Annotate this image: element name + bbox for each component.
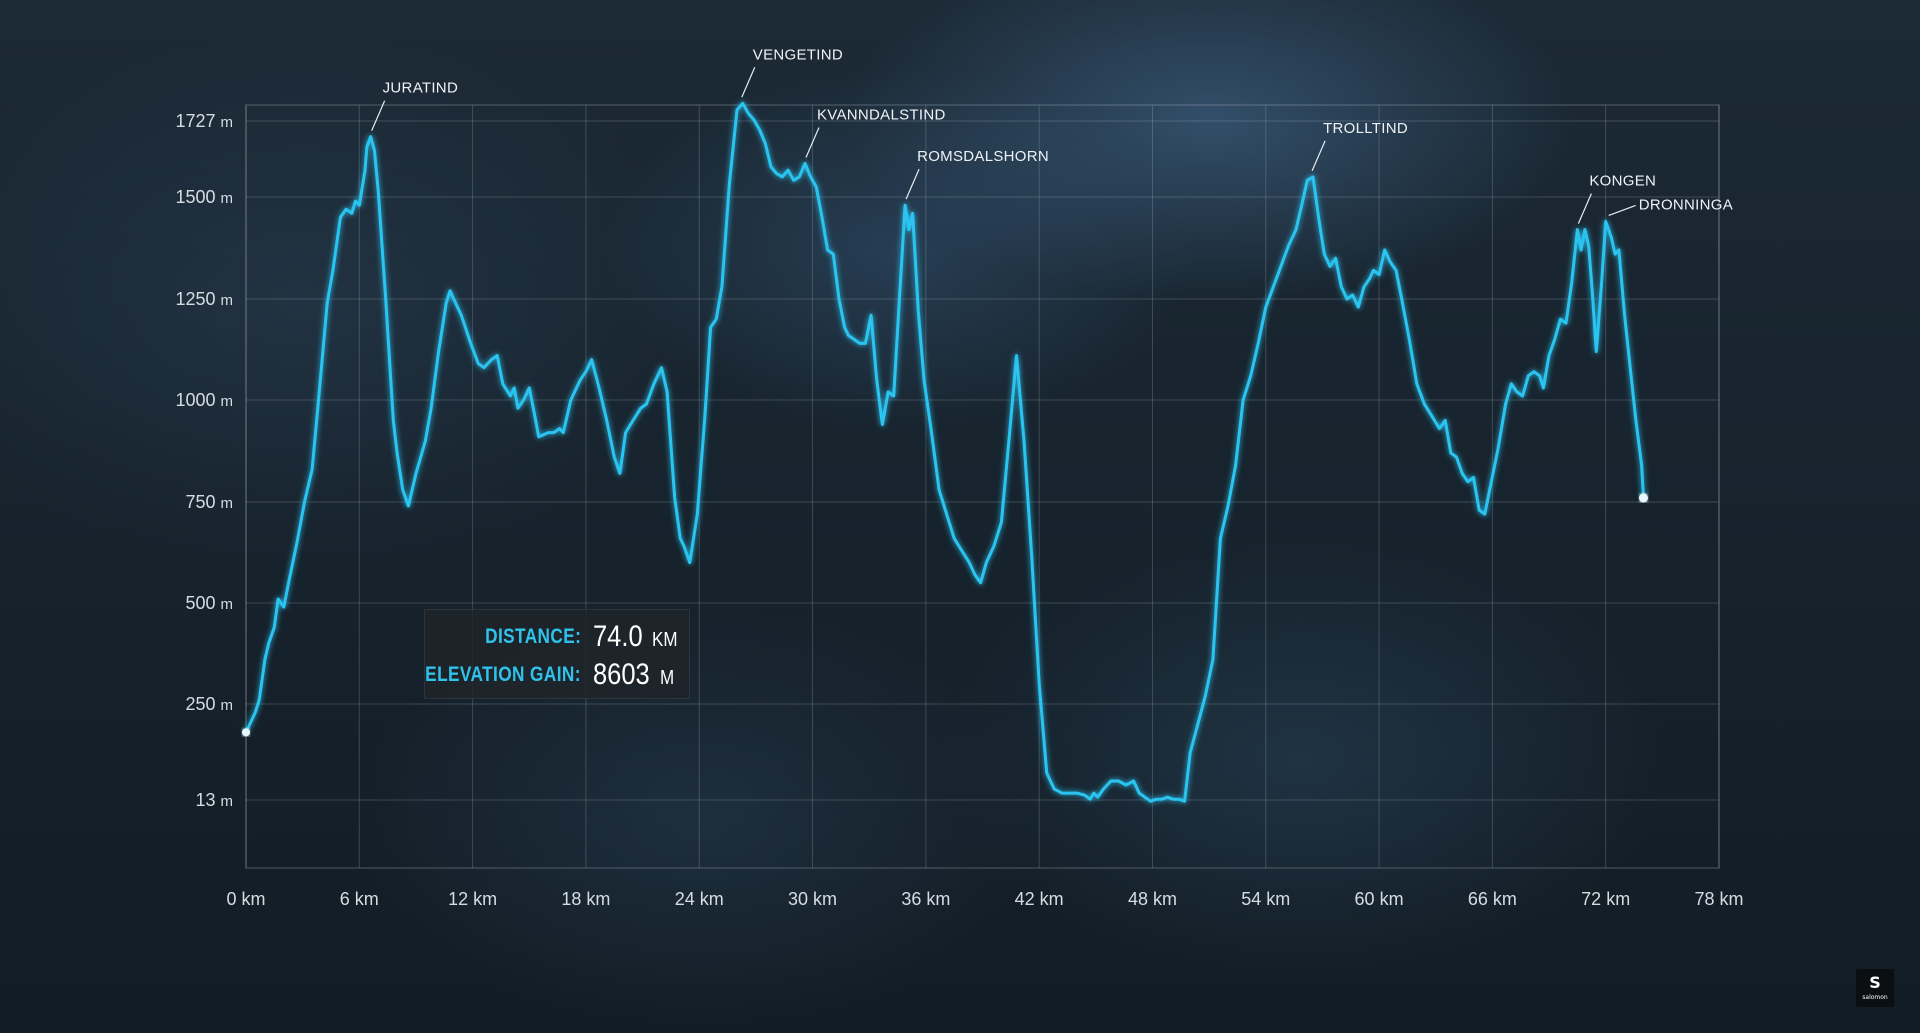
y-tick-label: 1500 m [175,187,233,207]
x-tick-label: 42 km [1015,889,1064,909]
x-tick-label: 48 km [1128,889,1177,909]
x-tick-label: 24 km [675,889,724,909]
peak-leader-line [1608,204,1636,217]
peak-label: KONGEN [1589,173,1656,190]
peak-leader-line [371,100,386,131]
x-tick-label: 30 km [788,889,837,909]
distance-value: 74.0 KM [593,620,682,654]
peak-leader-line [1311,140,1326,172]
peak-label: KVANNDALSTIND [817,107,946,124]
x-tick-label: 0 km [226,889,265,909]
peak-label: JURATIND [383,80,458,97]
elevation-gain-number: 8603 [593,658,650,691]
salomon-logo: S salomon [1856,969,1894,1007]
peak-leader-line [805,127,820,158]
start-point [242,728,250,737]
chart-grid [245,104,1720,869]
x-tick-label: 72 km [1581,889,1630,909]
stats-box: DISTANCE: 74.0 KM ELEVATION GAIN: 8603 M [424,609,690,699]
salomon-logo-word: salomon [1862,994,1888,1001]
elevation-gain-unit: M [660,667,675,689]
x-axis-ticks: 0 km 6 km 12 km 18 km 24 km 30 km 36 km 42 km 48… [226,889,1743,909]
y-axis-ticks: 1727 m 1500 m 1250 m 1000 m 750 m 500 m 250 m 1… [175,111,233,810]
x-tick-label: 60 km [1355,889,1404,909]
peak-label: TROLLTIND [1323,120,1408,137]
elevation-line-layer [242,101,1648,803]
peak-label: ROMSDALSHORN [917,148,1049,165]
peak-label: VENGETIND [753,46,843,63]
x-tick-label: 36 km [901,889,950,909]
y-tick-label: 1727 m [175,111,233,131]
y-tick-label: 1000 m [175,390,233,410]
y-tick-label: 500 m [185,593,233,613]
x-tick-label: 66 km [1468,889,1517,909]
distance-number: 74.0 [593,620,643,653]
peak-labels: JURATIND VENGETIND KVANNDALSTIND ROMSDALSHO… [371,46,1733,224]
elevation-gain-row: ELEVATION GAIN: 8603 M [425,656,689,692]
x-tick-label: 78 km [1694,889,1743,909]
x-tick-label: 12 km [448,889,497,909]
end-point [1638,493,1648,503]
elevation-gain-value: 8603 M [593,658,677,692]
y-tick-label: 250 m [185,694,233,714]
distance-row: DISTANCE: 74.0 KM [425,618,689,654]
peak-leader-line [741,67,756,98]
x-tick-label: 18 km [561,889,610,909]
peak-leader-line [905,168,920,200]
y-tick-label: 13 m [195,790,233,810]
distance-unit: KM [651,629,678,651]
peak-label: DRONNINGA [1639,196,1733,213]
distance-label: DISTANCE: [484,625,581,648]
x-tick-label: 54 km [1241,889,1290,909]
y-tick-label: 750 m [185,492,233,512]
elevation-gain-label: ELEVATION GAIN: [425,663,581,686]
peak-leader-line [1577,193,1592,224]
y-tick-label: 1250 m [175,289,233,309]
plot-frame [245,104,1720,869]
x-tick-label: 6 km [340,889,379,909]
salomon-logo-mark: S [1869,973,1881,992]
elevation-line [244,101,1645,803]
